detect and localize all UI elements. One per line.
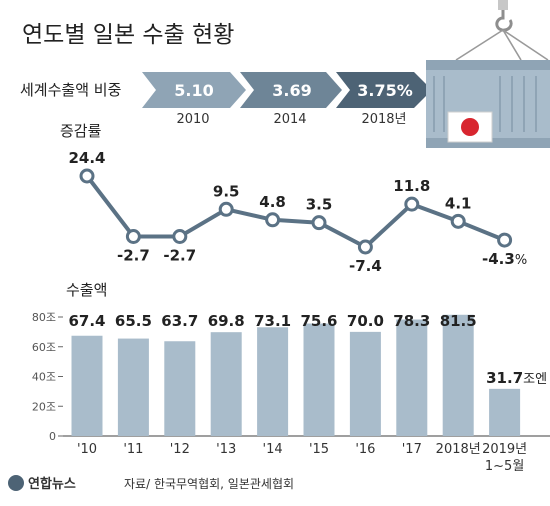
bar-label-7: 78.3 [393,312,430,330]
x-tick-label: 2019년 1~5월 [482,442,527,474]
growth-label-4: 4.8 [259,193,286,211]
bar-label-0: 67.4 [68,312,105,330]
share-arrow-shape [240,72,342,108]
y-tick-label: 60조 [32,341,56,354]
growth-point-2 [172,229,188,245]
x-tick-label: '10 [77,442,97,457]
bar-label-5: 75.6 [300,312,337,330]
share-year: 2010 [176,112,209,127]
yonhap-logo: 연합뉴스 [8,475,76,492]
growth-point-0 [79,168,95,184]
japan-flag-disc [461,118,479,136]
growth-label-6: -7.4 [349,257,382,275]
bar-0 [71,335,103,436]
share-arrow-shape [336,72,432,108]
bar-labels: 67.4 65.5 63.7 69.8 73.1 75.6 70.0 78.3 81.5 31.7… [68,312,547,387]
bar-2 [164,341,196,436]
growth-point-4 [265,212,281,228]
y-tick-label: 40조 [32,371,56,384]
share-label: 세계수출액 비중 [20,81,121,99]
growth-section-label: 증감률 [60,122,102,140]
share-arrow-2010: 5.10 [142,72,246,108]
bars [71,314,521,436]
container-bottom [426,138,550,148]
growth-label-7: 11.8 [393,177,430,195]
y-tick-label: 80조 [32,311,56,324]
share-arrow-2014: 3.69 [240,72,342,108]
growth-point-3 [218,201,234,217]
x-ticks: '10 '11 '12 '13 '14 '15 '16 '17 2018년 2019년 1~5월 [77,442,527,474]
growth-point-6 [357,239,373,255]
y-axis: 0 20조 40조 60조 80조 [32,311,63,443]
x-tick-label: '16 [355,442,375,457]
growth-label-3: 9.5 [213,182,240,200]
bar-1 [117,338,149,436]
crane-block [498,0,508,10]
bar-6 [349,331,381,436]
x-tick-label: '15 [309,442,329,457]
bar-label-6: 70.0 [347,312,384,330]
growth-point-7 [404,196,420,212]
growth-point-1 [125,229,141,245]
cables [455,29,549,61]
bar-4 [257,327,289,436]
share-year: 2018년 [361,112,406,127]
x-tick-label: '13 [216,442,236,457]
bar-7 [396,319,428,436]
bar-8 [442,314,474,436]
container-illustration [426,0,550,148]
bar-3 [210,332,242,436]
share-arrow-shape [142,72,246,108]
bar-5 [303,323,335,436]
share-arrow-2018: 3.75% [336,72,432,108]
share-value: 3.69 [272,81,311,100]
growth-label-0: 24.4 [68,149,105,167]
x-tick-label: '11 [123,442,143,457]
share-value: 5.10 [174,81,213,100]
x-tick-label: 2018년 [436,442,481,457]
y-tick-label: 0 [49,430,56,443]
growth-label-1: -2.7 [117,247,150,265]
bar-9 [489,388,521,436]
x-tick-label: '14 [263,442,283,457]
growth-label-5: 3.5 [306,196,333,214]
bar-label-4: 73.1 [254,312,291,330]
bar-label-2: 63.7 [161,312,198,330]
growth-line [85,174,506,249]
container-top [426,60,550,70]
share-value: 3.75% [357,81,413,100]
x-tick-label: '17 [402,442,422,457]
x-tick-label: '12 [170,442,190,457]
exports-section-label: 수출액 [66,281,107,299]
bar-label-1: 65.5 [115,312,152,330]
chart-title: 연도별 일본 수출 현황 [22,22,234,48]
bar-label-3: 69.8 [208,312,245,330]
bar-label-8: 81.5 [440,312,477,330]
share-year: 2014 [273,112,306,127]
growth-point-8 [450,213,466,229]
y-tick-label: 20조 [32,400,56,413]
growth-label-9: -4.3% [482,250,527,268]
growth-point-5 [311,215,327,231]
growth-labels: 24.4 -2.7 -2.7 9.5 4.8 3.5 -7.4 11.8 4.1 -4.3% [68,149,527,275]
growth-points [79,168,513,255]
source-note: 자료/ 한국무역협회, 일본관세협회 [124,477,294,491]
growth-point-9 [497,232,513,248]
growth-label-2: -2.7 [163,247,196,265]
growth-label-8: 4.1 [445,194,472,212]
logo-icon [8,475,24,491]
bar-label-9: 31.7조엔 [486,369,547,387]
logo-text: 연합뉴스 [28,476,76,492]
hook-icon [495,10,513,32]
